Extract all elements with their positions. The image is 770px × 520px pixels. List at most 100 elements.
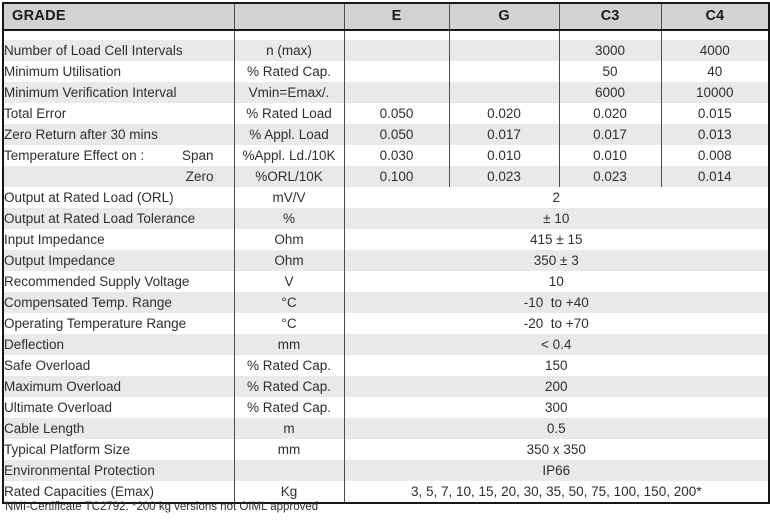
table-row: Environmental Protection IP66 <box>3 460 769 481</box>
table-row: Zero Return after 30 mins% Appl. Load 0.0… <box>3 124 769 145</box>
row-unit: °C <box>233 313 344 334</box>
row-value-c3: 6000 <box>558 82 661 103</box>
row-unit: n (max) <box>233 40 344 61</box>
row-value-g <box>448 40 559 61</box>
row-unit: %Appl. Ld./10K <box>233 145 344 166</box>
row-label: Number of Load Cell Intervals <box>3 40 234 61</box>
row-label: Output Impedance <box>3 250 234 271</box>
row-unit: % Appl. Load <box>233 124 344 145</box>
row-value-e: 0.030 <box>343 145 449 166</box>
row-label: Typical Platform Size <box>3 439 234 460</box>
column-header-c3: C3 <box>558 3 661 31</box>
row-value-g <box>448 61 559 82</box>
row-value-e: 0.050 <box>343 103 449 124</box>
column-header-g: G <box>448 3 559 31</box>
table-row: Output at Rated Load Tolerance% ± 10 <box>3 208 769 229</box>
row-label: Total Error <box>3 103 234 124</box>
row-label: Safe Overload <box>3 355 234 376</box>
row-value-g <box>448 82 559 103</box>
row-value-e: 0.100 <box>343 166 449 187</box>
row-value-merged: 150 <box>343 355 769 376</box>
table-row: Minimum Utilisation% Rated Cap. 50 40 <box>3 61 769 82</box>
row-label: Zero <box>3 166 234 187</box>
row-label: Cable Length <box>3 418 234 439</box>
table-row: Number of Load Cell Intervals n (max) 3000… <box>3 40 769 61</box>
row-unit: %ORL/10K <box>233 166 344 187</box>
table-row: Safe Overload% Rated Cap. 150 <box>3 355 769 376</box>
table-header-row: GRADE E G C3 C4 <box>3 3 769 31</box>
row-unit: % Rated Load <box>233 103 344 124</box>
table-row: Rated Capacities (Emax) Kg 3, 5, 7, 10, 15… <box>3 481 769 503</box>
row-value-e: 0.050 <box>343 124 449 145</box>
row-value-merged: IP66 <box>343 460 769 481</box>
table-row: Cable Length m 0.5 <box>3 418 769 439</box>
row-value-c4: 0.015 <box>660 103 769 124</box>
row-value-c3: 0.020 <box>558 103 661 124</box>
row-unit: mm <box>233 439 344 460</box>
table-row: Total Error% Rated Load 0.050 0.020 0.020 0.… <box>3 103 769 124</box>
row-label-right: Span <box>181 148 214 163</box>
table-row: Deflection mm < 0.4 <box>3 334 769 355</box>
row-value-g: 0.017 <box>448 124 559 145</box>
row-value-merged: 3, 5, 7, 10, 15, 20, 30, 35, 50, 75, 100… <box>343 481 769 503</box>
table-row: Ultimate Overload% Rated Cap. 300 <box>3 397 769 418</box>
row-value-merged: -10 to +40 <box>343 292 769 313</box>
row-value-g: 0.020 <box>448 103 559 124</box>
row-value-c4: 4000 <box>660 40 769 61</box>
row-label: Zero Return after 30 mins <box>3 124 234 145</box>
row-label: Temperature Effect on : Span <box>3 145 234 166</box>
row-value-merged: 415 ± 15 <box>343 229 769 250</box>
row-value-g: 0.010 <box>448 145 559 166</box>
row-unit: Ohm <box>233 250 344 271</box>
row-label: Recommended Supply Voltage <box>3 271 234 292</box>
row-label-right: Zero <box>185 169 214 184</box>
row-value-merged: 10 <box>343 271 769 292</box>
row-value-merged: 350 ± 3 <box>343 250 769 271</box>
row-label: Maximum Overload <box>3 376 234 397</box>
row-value-merged: 350 x 350 <box>343 439 769 460</box>
table-row: Output Impedance Ohm 350 ± 3 <box>3 250 769 271</box>
row-value-c3: 0.017 <box>558 124 661 145</box>
row-label: Minimum Utilisation <box>3 61 234 82</box>
table-body: Number of Load Cell Intervals n (max) 3000… <box>3 40 769 503</box>
column-header-c4: C4 <box>660 3 769 31</box>
row-value-e <box>343 82 449 103</box>
row-label: Input Impedance <box>3 229 234 250</box>
row-value-merged: 2 <box>343 187 769 208</box>
table-row: Minimum Verification Interval Vmin=Emax/.… <box>3 82 769 103</box>
table-row: Maximum Overload% Rated Cap. 200 <box>3 376 769 397</box>
row-value-merged: < 0.4 <box>343 334 769 355</box>
grade-header-cell: GRADE <box>3 3 234 31</box>
row-label: Output at Rated Load Tolerance <box>3 208 234 229</box>
table-row: Compensated Temp. Range °C -10 to +40 <box>3 292 769 313</box>
row-value-c4: 0.013 <box>660 124 769 145</box>
row-value-e <box>343 61 449 82</box>
row-label: Ultimate Overload <box>3 397 234 418</box>
row-value-merged: 0.5 <box>343 418 769 439</box>
table-row: Recommended Supply Voltage V 10 <box>3 271 769 292</box>
row-unit: Vmin=Emax/. <box>233 82 344 103</box>
row-value-c4: 10000 <box>660 82 769 103</box>
column-header-e: E <box>343 3 449 31</box>
table-row: Input Impedance Ohm 415 ± 15 <box>3 229 769 250</box>
units-header-cell <box>233 3 344 31</box>
table-row: Output at Rated Load (ORL) mV/V 2 <box>3 187 769 208</box>
row-value-c4: 0.014 <box>660 166 769 187</box>
row-value-c4: 0.008 <box>660 145 769 166</box>
row-unit: °C <box>233 292 344 313</box>
row-value-merged: -20 to +70 <box>343 313 769 334</box>
row-value-merged: ± 10 <box>343 208 769 229</box>
row-label: Operating Temperature Range <box>3 313 234 334</box>
footnote-text: NMI-Certificate TC2792. *200 kg versions… <box>5 501 319 513</box>
row-label: Output at Rated Load (ORL) <box>3 187 234 208</box>
row-unit: mm <box>233 334 344 355</box>
row-value-c3: 0.023 <box>558 166 661 187</box>
row-value-e <box>343 40 449 61</box>
row-value-merged: 200 <box>343 376 769 397</box>
row-unit: % Rated Cap. <box>233 376 344 397</box>
row-unit: V <box>233 271 344 292</box>
row-label: Compensated Temp. Range <box>3 292 234 313</box>
row-unit <box>233 460 344 481</box>
row-value-c3: 50 <box>558 61 661 82</box>
